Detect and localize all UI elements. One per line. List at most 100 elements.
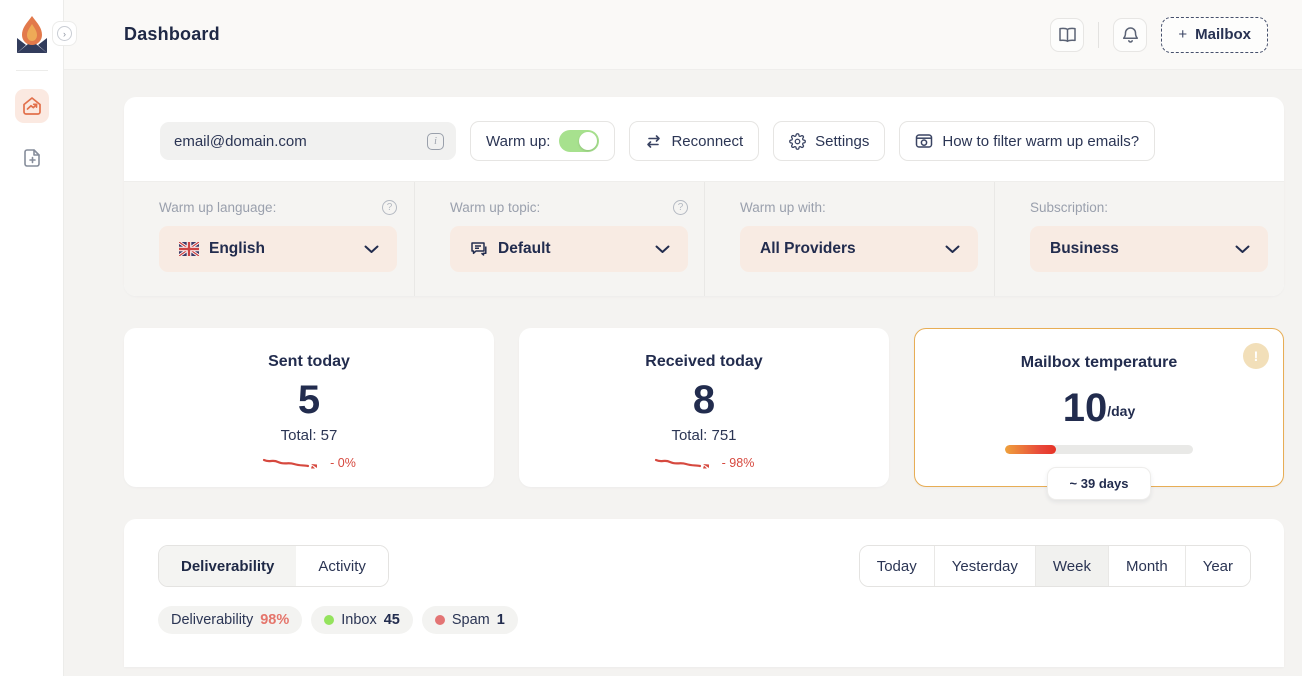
topic-dropdown[interactable]: Default [450,226,688,272]
trend-line-chart [654,458,709,469]
mailbox-settings-strip: Warm up language: ? English [124,181,1284,296]
top-header: Dashboard + Mailbox [64,0,1302,70]
reconnect-label: Reconnect [671,132,744,150]
reconnect-button[interactable]: Reconnect [629,121,760,161]
temperature-title: Mailbox temperature [1020,354,1178,371]
legend-value: 45 [383,612,400,628]
select-label: Warm up with: [740,200,826,215]
select-label: Warm up language: [159,200,277,215]
legend-value: 98% [260,612,290,628]
flame-mail-logo [16,16,47,53]
gear-icon [789,132,807,150]
mailbox-temperature-card: ! Mailbox temperature 10 /day ~ 39 days [914,328,1284,500]
docs-button[interactable] [1050,17,1085,52]
legend-value: 1 [496,612,505,628]
sent-today-card: Sent today 5 Total: 57 - 0% [124,328,494,487]
mailbox-panel: email@domain.com i Warm up: Reconnect [124,97,1284,296]
stats-row: Sent today 5 Total: 57 - 0% Received tod… [124,328,1302,500]
range-month[interactable]: Month [1107,546,1185,586]
subscription-dropdown[interactable]: Business [1030,226,1268,272]
bell-icon [1122,26,1138,43]
warmup-toggle-chip: Warm up: [470,121,616,161]
chart-legend: Deliverability 98% Inbox 45 Spam 1 [158,606,1251,634]
trend-line-chart [263,458,318,469]
sidebar-item-add-file[interactable] [15,141,49,175]
tab-deliverability[interactable]: Deliverability [159,546,297,586]
temperature-value: 10 [1062,386,1108,430]
temperature-unit: /day [1107,403,1136,419]
file-plus-icon [23,149,40,167]
filter-help-button[interactable]: How to filter warm up emails? [899,121,1156,161]
language-dropdown[interactable]: English [159,226,397,272]
email-field[interactable]: email@domain.com i [160,122,456,160]
trend-label: - 98% [721,456,755,470]
warmup-toggle[interactable] [559,130,600,152]
topic-value: Default [498,240,551,257]
select-label: Warm up topic: [450,200,541,215]
select-warmup-topic: Warm up topic: ? Default [414,182,704,296]
range-selector: Today Yesterday Week Month Year [858,545,1251,587]
providers-value: All Providers [760,240,856,257]
chevron-down-icon [1235,245,1250,253]
chat-icon [471,242,487,256]
range-week[interactable]: Week [1034,546,1108,586]
range-today[interactable]: Today [859,546,934,586]
legend-spam[interactable]: Spam 1 [421,606,518,634]
info-icon[interactable]: i [427,132,444,150]
inbox-dot-icon [324,615,335,625]
sidebar-divider [15,70,48,71]
stat-total: Total: 751 [671,427,737,444]
select-warmup-with: Warm up with: All Providers [704,182,994,296]
legend-label: Spam [451,612,490,628]
main-content: email@domain.com i Warm up: Reconnect [64,70,1302,667]
providers-dropdown[interactable]: All Providers [740,226,978,272]
header-divider [1098,21,1100,48]
select-label: Subscription: [1030,200,1109,215]
stat-title: Received today [645,353,763,370]
notifications-button[interactable] [1113,17,1148,52]
legend-inbox[interactable]: Inbox 45 [311,606,413,634]
add-mailbox-button[interactable]: + Mailbox [1161,16,1268,53]
alert-icon[interactable]: ! [1243,343,1269,369]
spam-dot-icon [434,615,445,625]
trend-label: - 0% [330,456,356,470]
page-title: Dashboard [124,24,220,44]
chevron-down-icon [945,245,960,253]
help-icon[interactable]: ? [382,200,397,215]
add-mailbox-label: Mailbox [1195,26,1251,43]
sidebar-collapse-button[interactable]: › [52,21,77,46]
email-value: email@domain.com [174,132,307,150]
chart-panel: Deliverability Activity Today Yesterday … [124,519,1284,667]
subscription-value: Business [1050,240,1119,257]
range-yesterday[interactable]: Yesterday [933,546,1035,586]
legend-deliverability[interactable]: Deliverability 98% [158,606,303,634]
plus-icon: + [1178,26,1188,43]
book-icon [1059,27,1076,42]
select-warmup-language: Warm up language: ? English [124,182,414,296]
tab-activity[interactable]: Activity [296,546,388,586]
help-icon[interactable]: ? [673,200,688,215]
stat-value: 8 [692,378,716,422]
home-trend-icon [22,97,41,115]
range-year[interactable]: Year [1184,546,1250,586]
days-remaining-badge: ~ 39 days [1046,467,1152,500]
temperature-progress-bar [1005,445,1193,454]
chevron-down-icon [655,245,670,253]
received-today-card: Received today 8 Total: 751 - 98% [519,328,889,487]
temperature-progress-fill [1005,445,1056,454]
sidebar: › [0,0,77,676]
chevron-right-icon: › [57,26,72,41]
reconnect-icon [647,134,661,148]
sidebar-item-dashboard[interactable] [14,89,49,123]
stat-total: Total: 57 [280,427,338,444]
stat-title: Sent today [268,353,350,370]
legend-label: Inbox [341,612,377,628]
chevron-down-icon [364,245,379,253]
settings-label: Settings [815,132,870,150]
app-logo[interactable] [12,12,52,56]
settings-button[interactable]: Settings [773,121,886,161]
language-value: English [209,240,265,257]
chart-tabs: Deliverability Activity [158,545,389,587]
warmup-label: Warm up: [486,132,551,150]
uk-flag-icon [179,242,199,256]
